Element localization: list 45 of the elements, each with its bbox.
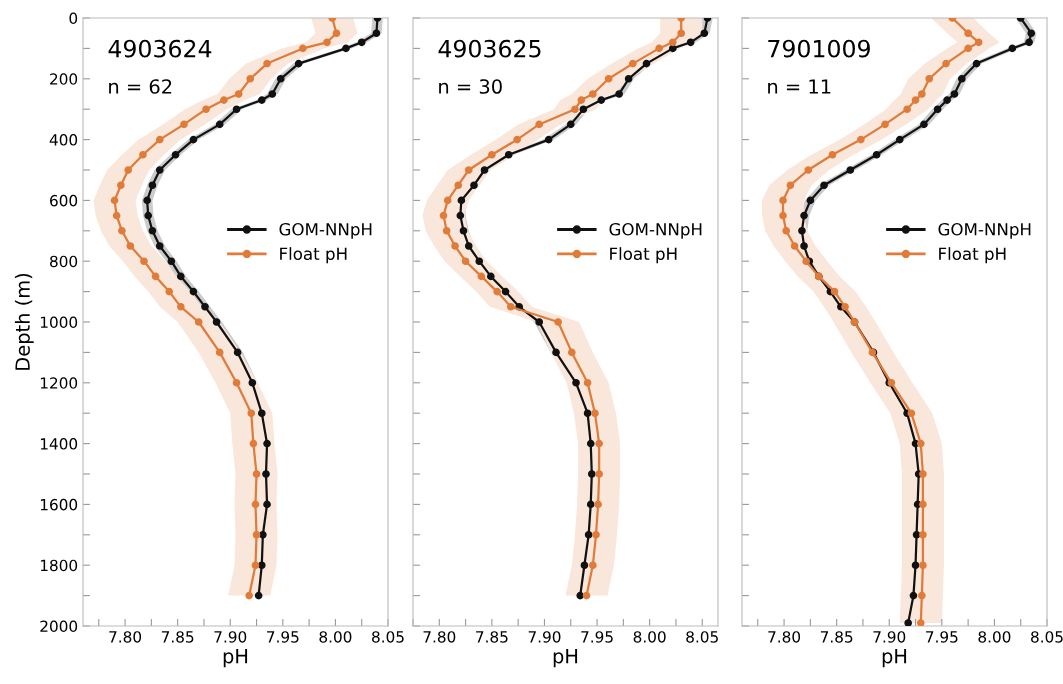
x-tick-label: 7.90 <box>873 631 906 643</box>
y-tick-label: 400 <box>49 134 78 146</box>
x-tick-label: 8.00 <box>633 631 666 643</box>
x-tick-label: 7.90 <box>528 631 561 643</box>
y-tick-label: 1200 <box>40 377 78 389</box>
legend-label: GOM-NNpH <box>609 222 702 239</box>
x-tick-label: 7.80 <box>423 631 456 643</box>
x-tick-label: 8.05 <box>372 631 404 643</box>
text: 4903624 <box>108 39 212 58</box>
text: n = 62 <box>109 79 172 94</box>
text: 4903625 <box>438 39 541 58</box>
y-axis-title: Depth (m) <box>14 273 34 370</box>
y-tick-label: 1600 <box>40 498 78 511</box>
x-axis-title: pH <box>882 649 907 668</box>
x-tick-label: 7.80 <box>768 631 801 643</box>
legend-label: GOM-NNpH <box>938 222 1031 239</box>
x-tick-label: 7.95 <box>926 631 958 643</box>
x-tick-label: 7.95 <box>267 631 299 643</box>
text: 7901009 <box>768 39 870 58</box>
text: n = 30 <box>439 79 502 94</box>
y-tick-label: 600 <box>50 194 78 207</box>
x-tick-label: 7.85 <box>161 631 194 643</box>
x-tick-label: 8.05 <box>1031 631 1063 643</box>
x-tick-label: 7.85 <box>476 631 508 643</box>
x-axis-title: pH <box>553 649 578 668</box>
x-tick-label: 7.80 <box>109 631 142 643</box>
y-tick-label: 2000 <box>40 620 78 633</box>
y-tick-label: 200 <box>50 73 78 85</box>
legend-label: Float pH <box>939 247 1006 264</box>
y-tick-label: 1000 <box>40 316 78 329</box>
y-tick-label: 1800 <box>40 559 78 572</box>
legend-label: Float pH <box>610 247 677 264</box>
x-tick-label: 8.00 <box>319 631 352 643</box>
x-tick-label: 7.95 <box>581 631 613 643</box>
x-tick-label: 8.00 <box>978 631 1011 643</box>
x-tick-label: 8.05 <box>686 631 718 643</box>
legend-label: Float pH <box>280 247 347 264</box>
y-tick-label: 1400 <box>40 438 78 450</box>
y-tick-label: 800 <box>50 255 78 268</box>
text: n = 11 <box>768 79 831 94</box>
x-tick-label: 7.85 <box>820 631 853 643</box>
legend-label: GOM-NNpH <box>279 222 372 239</box>
y-tick-label: 0 <box>69 12 78 25</box>
x-tick-label: 7.90 <box>214 631 247 643</box>
x-axis-title: pH <box>223 649 248 668</box>
